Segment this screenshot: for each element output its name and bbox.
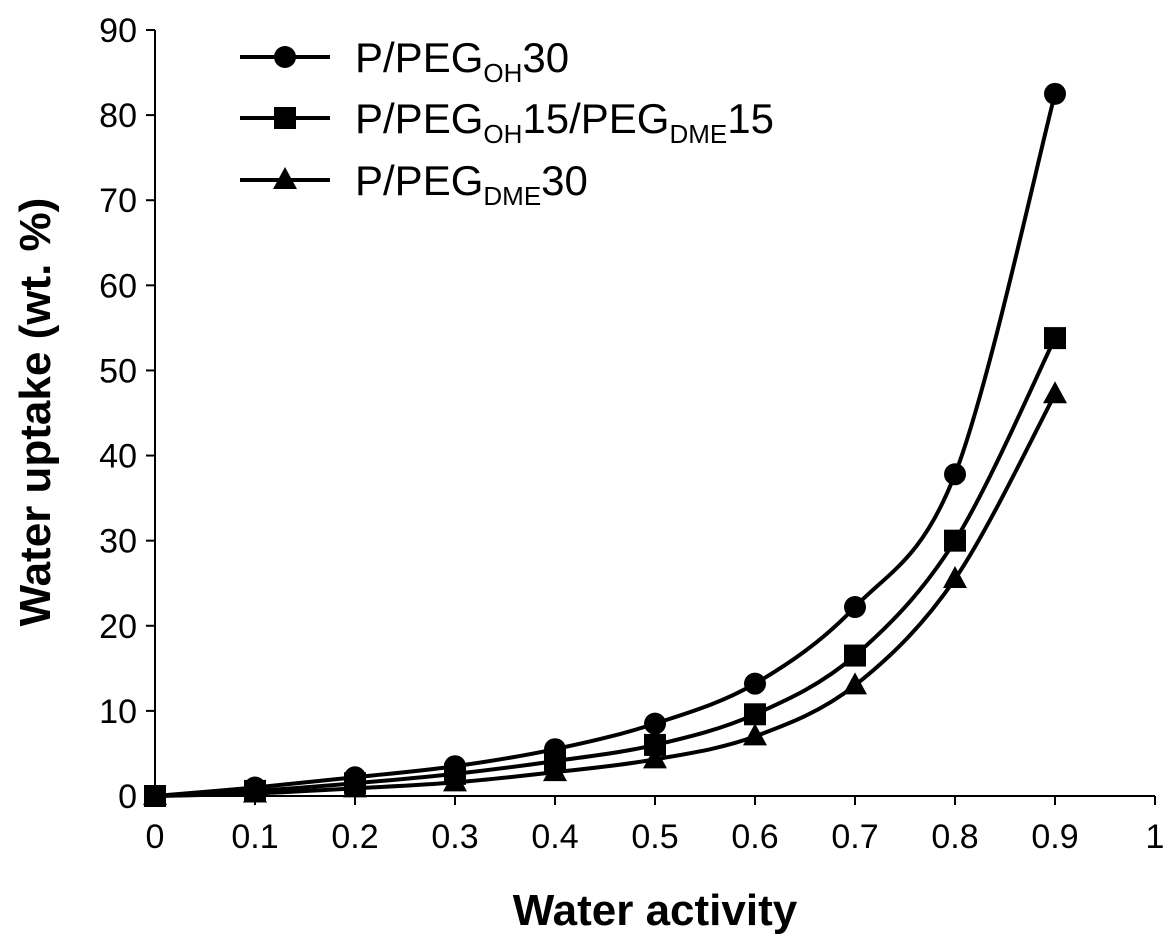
series-curves bbox=[154, 93, 1057, 798]
y-tick-label: 40 bbox=[99, 438, 137, 476]
legend-marker-square bbox=[274, 107, 296, 129]
y-tick-label: 10 bbox=[99, 693, 137, 731]
data-point-triangle bbox=[1043, 381, 1067, 404]
y-tick-label: 50 bbox=[99, 352, 137, 390]
data-point-triangle bbox=[643, 746, 667, 769]
series-line-1 bbox=[154, 93, 1057, 798]
data-point-square bbox=[944, 529, 966, 552]
x-tick-label: 0.7 bbox=[831, 818, 878, 856]
legend-marker-triangle bbox=[273, 167, 297, 189]
y-tick-label: 30 bbox=[99, 523, 137, 561]
legend-label: P/PEGDME30 bbox=[355, 157, 588, 211]
data-point-circle bbox=[1044, 82, 1066, 105]
data-point-triangle bbox=[943, 565, 967, 588]
y-tick-label: 90 bbox=[99, 12, 137, 50]
legend-label: P/PEGOH30 bbox=[355, 34, 569, 88]
data-point-triangle bbox=[243, 780, 267, 803]
data-point-circle bbox=[744, 672, 766, 695]
y-tick-label: 0 bbox=[118, 778, 137, 816]
x-tick-label: 0.3 bbox=[431, 818, 478, 856]
legend-label: P/PEGOH15/PEGDME15 bbox=[355, 95, 774, 149]
x-tick-label: 1 bbox=[1146, 818, 1165, 856]
x-tick-label: 0.2 bbox=[331, 818, 378, 856]
data-point-circle bbox=[844, 596, 866, 619]
data-point-triangle bbox=[843, 672, 867, 695]
data-point-square bbox=[644, 733, 666, 756]
y-axis-title: Water uptake (wt. %) bbox=[11, 198, 60, 627]
data-point-circle bbox=[944, 463, 966, 486]
data-point-triangle bbox=[443, 769, 467, 792]
x-tick-label: 0.5 bbox=[631, 818, 678, 856]
data-point-triangle bbox=[343, 775, 367, 798]
legend: P/PEGOH30 P/PEGOH15/PEGDME15 P/PEGDME30 bbox=[240, 34, 774, 211]
axes: 0 10 20 30 40 50 60 70 80 90 0 0.1 0.2 0.3 0.4 0.5 0.6 0.… bbox=[99, 12, 1164, 856]
data-point-triangle bbox=[543, 759, 567, 782]
data-point-triangle bbox=[143, 783, 167, 805]
data-point-triangle bbox=[743, 723, 767, 746]
y-tick-label: 70 bbox=[99, 182, 137, 220]
x-tick-label: 0.6 bbox=[731, 818, 778, 856]
x-tick-label: 0.4 bbox=[531, 818, 578, 856]
series-line-2 bbox=[154, 337, 1057, 798]
x-tick-label: 0.8 bbox=[931, 818, 978, 856]
y-tick-label: 80 bbox=[99, 97, 137, 135]
data-point-circle bbox=[644, 712, 666, 735]
legend-marker-circle bbox=[274, 46, 296, 68]
data-point-square bbox=[1044, 327, 1066, 350]
x-tick-label: 0.9 bbox=[1031, 818, 1078, 856]
data-point-square bbox=[844, 644, 866, 667]
y-tick-label: 60 bbox=[99, 267, 137, 305]
series-markers bbox=[143, 82, 1067, 807]
x-axis-title: Water activity bbox=[513, 886, 798, 935]
x-tick-label: 0.1 bbox=[231, 818, 278, 856]
series-line-3 bbox=[154, 393, 1057, 798]
x-tick-label: 0 bbox=[146, 818, 165, 856]
y-tick-label: 20 bbox=[99, 608, 137, 646]
data-point-square bbox=[744, 703, 766, 726]
